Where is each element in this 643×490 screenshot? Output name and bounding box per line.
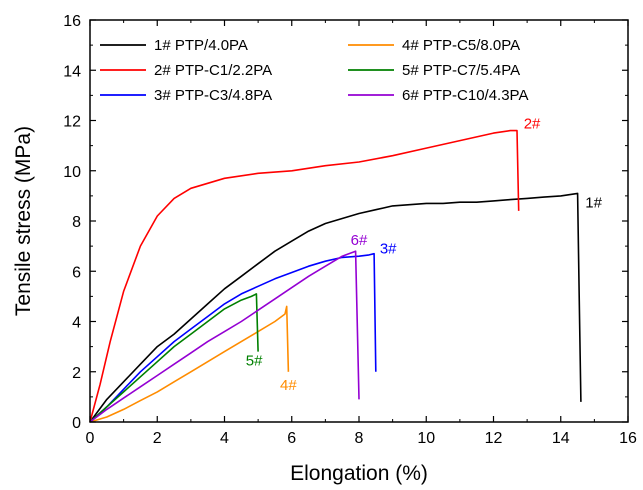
series-line-2 bbox=[89, 129, 520, 423]
y-tick-label: 14 bbox=[63, 63, 81, 80]
curve-annotation-5: 5# bbox=[246, 353, 263, 370]
y-axis-title: Tensile stress (MPa) bbox=[12, 126, 35, 316]
x-axis-title: Elongation (%) bbox=[290, 462, 428, 485]
x-tick-label: 16 bbox=[619, 430, 637, 447]
x-tick-label: 0 bbox=[86, 430, 95, 447]
series-line-5 bbox=[89, 293, 259, 423]
legend-label: 5# PTP-C7/5.4PA bbox=[402, 62, 520, 79]
series-line-3 bbox=[89, 252, 377, 423]
y-tick-label: 0 bbox=[72, 415, 81, 432]
x-tick-label: 10 bbox=[417, 430, 435, 447]
x-tick-label: 12 bbox=[485, 430, 503, 447]
y-tick-label: 8 bbox=[72, 214, 81, 231]
ticks-layer: 0 2 4 6 8 10 12 14 16 0 2 4 6 8 10 12 14 16 bbox=[63, 13, 637, 447]
plot-frame bbox=[89, 19, 629, 423]
x-tick-label: 6 bbox=[287, 430, 296, 447]
x-tick-label: 8 bbox=[355, 430, 364, 447]
annotations: 1# 2# 3# 4# 5# 6# bbox=[246, 116, 603, 394]
curve-annotation-4: 4# bbox=[280, 377, 297, 394]
x-tick-label: 2 bbox=[153, 430, 162, 447]
curve-annotation-6: 6# bbox=[351, 232, 368, 249]
legend-label: 3# PTP-C3/4.8PA bbox=[154, 87, 272, 104]
series-line-6 bbox=[89, 250, 360, 423]
series-line-4 bbox=[89, 305, 290, 423]
x-tick-label: 4 bbox=[220, 430, 229, 447]
y-tick-label: 16 bbox=[63, 13, 81, 30]
curve-annotation-2: 2# bbox=[524, 116, 541, 133]
legend-label: 4# PTP-C5/8.0PA bbox=[402, 37, 520, 54]
y-tick-label: 12 bbox=[63, 114, 81, 131]
legend-label: 1# PTP/4.0PA bbox=[154, 37, 248, 54]
series-line-1 bbox=[89, 192, 582, 423]
legend-label: 2# PTP-C1/2.2PA bbox=[154, 62, 272, 79]
y-tick-label: 2 bbox=[72, 365, 81, 382]
curve-annotation-3: 3# bbox=[380, 241, 397, 258]
x-tick-label: 14 bbox=[552, 430, 570, 447]
legend: 1# PTP/4.0PA 2# PTP-C1/2.2PA 3# PTP-C3/4.8… bbox=[100, 37, 528, 104]
y-tick-label: 10 bbox=[63, 164, 81, 181]
y-tick-label: 4 bbox=[72, 315, 81, 332]
series-layer bbox=[89, 129, 582, 423]
curve-annotation-1: 1# bbox=[585, 194, 602, 211]
y-tick-label: 6 bbox=[72, 264, 81, 281]
legend-label: 6# PTP-C10/4.3PA bbox=[402, 87, 528, 104]
